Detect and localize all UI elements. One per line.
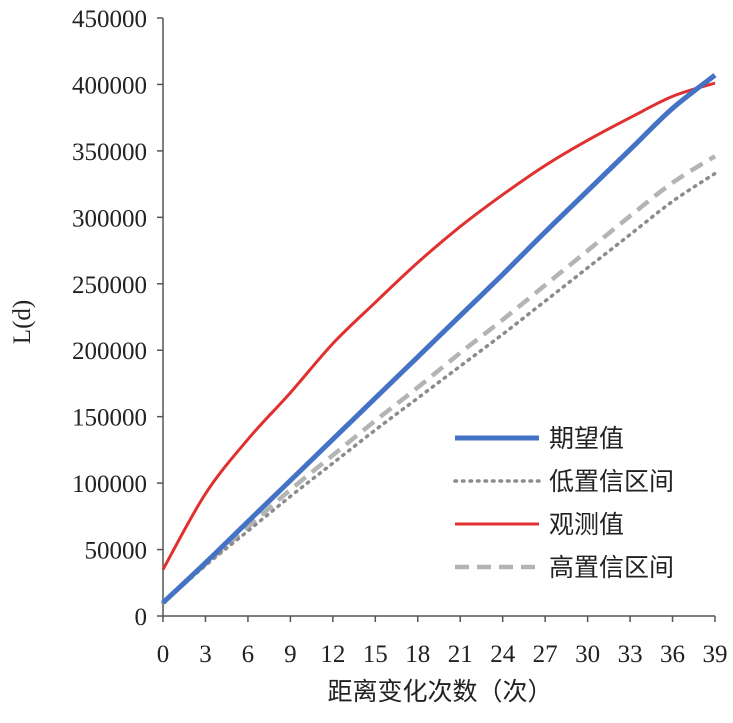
y-tick-label: 200000 bbox=[72, 338, 147, 365]
x-tick-label: 15 bbox=[363, 641, 388, 668]
legend-label-3: 高置信区间 bbox=[549, 553, 674, 582]
series-line-0 bbox=[161, 73, 717, 605]
y-tick-label: 350000 bbox=[72, 139, 147, 166]
x-axis-label: 距离变化次数（次） bbox=[327, 678, 552, 706]
x-tick-label: 18 bbox=[405, 641, 430, 668]
x-tick-label: 0 bbox=[157, 641, 170, 668]
x-tick-label: 39 bbox=[703, 641, 728, 668]
y-tick-label: 450000 bbox=[72, 6, 147, 33]
y-tick-label: 300000 bbox=[72, 205, 147, 232]
x-tick-label: 21 bbox=[448, 641, 473, 668]
y-axis-label: L(d) bbox=[9, 300, 36, 344]
y-tick-label: 250000 bbox=[72, 272, 147, 299]
y-tick-label: 50000 bbox=[85, 538, 148, 565]
series-line-1 bbox=[161, 171, 717, 605]
x-tick-label: 9 bbox=[284, 641, 297, 668]
axes bbox=[162, 18, 715, 617]
x-tick-label: 24 bbox=[490, 641, 516, 668]
y-tick-label: 0 bbox=[135, 604, 148, 631]
series-line-2 bbox=[161, 81, 716, 571]
y-ticks: 0 50000 100000 150000 200000 250000 300000 3500… bbox=[72, 6, 163, 631]
x-tick-label: 30 bbox=[575, 641, 600, 668]
x-tick-label: 3 bbox=[199, 641, 212, 668]
legend-label-1: 低置信区间 bbox=[549, 467, 674, 496]
y-tick-label: 400000 bbox=[72, 72, 147, 99]
x-ticks: 0 3 6 9 12 15 18 21 24 27 30 33 36 39 bbox=[157, 616, 728, 668]
legend-label-2: 观测值 bbox=[549, 510, 624, 539]
x-tick-label: 36 bbox=[660, 641, 685, 668]
x-tick-label: 6 bbox=[242, 641, 255, 668]
y-tick-label: 150000 bbox=[72, 405, 147, 432]
series-layer bbox=[161, 73, 717, 605]
y-tick-label: 100000 bbox=[72, 471, 147, 498]
x-tick-label: 12 bbox=[320, 641, 345, 668]
x-tick-label: 33 bbox=[618, 641, 643, 668]
x-tick-label: 27 bbox=[533, 641, 558, 668]
series-line-3 bbox=[161, 154, 717, 605]
legend-label-0: 期望值 bbox=[549, 424, 624, 453]
